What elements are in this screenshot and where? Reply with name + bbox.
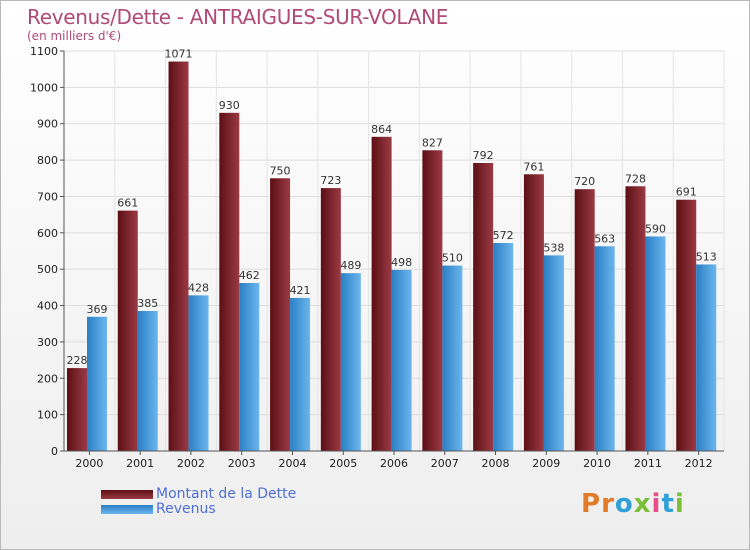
y-tick-label: 400 [37,300,58,313]
data-label: 498 [391,256,412,269]
data-label: 792 [473,149,494,162]
bar-revenus [645,236,666,451]
x-tick-label: 2009 [532,457,560,470]
y-tick-label: 900 [37,118,58,131]
bar-revenus [340,273,361,451]
data-label: 421 [290,284,311,297]
y-tick-label: 1100 [30,45,58,58]
axes-group: 0 100 200 300 400 500 600 700 800 900 1000 1100 2000… [30,45,724,470]
y-tick-label: 800 [37,154,58,167]
x-tick-label: 2003 [228,457,256,470]
chart-title: Revenus/Dette - ANTRAIGUES-SUR-VOLANE [27,5,449,29]
data-label: 728 [625,172,646,185]
legend-swatch-dette [101,490,153,499]
data-label: 489 [340,259,361,272]
bar-revenus [87,316,107,451]
bar-dette [422,150,443,452]
x-tick-label: 2012 [685,457,713,470]
chart-subtitle: (en milliers d'€) [27,29,122,43]
x-tick-label: 2005 [329,457,357,470]
y-tick-label: 600 [37,227,58,240]
proxiti-logo: Proxiti [581,489,685,519]
data-label: 228 [67,354,88,367]
y-tick-label: 200 [37,372,58,385]
data-label: 510 [442,252,463,265]
x-tick-label: 2000 [75,457,103,470]
bar-dette [625,186,646,452]
bar-revenus [696,264,717,451]
data-label: 723 [320,174,341,187]
data-label: 864 [371,123,392,136]
data-label: 750 [270,164,291,177]
x-tick-label: 2002 [177,457,205,470]
bar-revenus [543,255,564,451]
x-tick-label: 2006 [380,457,408,470]
data-label: 538 [543,241,564,254]
x-tick-label: 2001 [126,457,154,470]
bar-revenus [594,246,615,451]
data-label: 590 [645,222,666,235]
bars-group: 228 369 661 385 1071 428 930 462 750 421 723 489 864… [67,48,717,452]
bar-dette [676,199,697,451]
data-label: 369 [87,303,108,316]
data-label: 720 [574,175,595,188]
bar-dette [574,189,595,451]
bar-revenus [239,283,260,451]
bar-dette [320,188,341,451]
data-label: 827 [422,136,443,149]
bar-dette [523,174,544,452]
data-label: 1071 [165,48,193,61]
bar-revenus [188,295,209,451]
bar-revenus [493,243,514,451]
x-tick-label: 2011 [634,457,662,470]
legend-label-dette: Montant de la Dette [156,486,297,502]
x-tick-label: 2010 [583,457,611,470]
data-label: 691 [676,186,697,199]
y-tick-label: 500 [37,263,58,276]
bar-revenus [290,297,311,451]
y-tick-label: 0 [51,445,58,458]
data-label: 930 [219,99,240,112]
data-label: 572 [493,229,514,242]
bar-revenus [442,265,463,451]
y-tick-label: 300 [37,336,58,349]
bar-dette [219,112,240,452]
bar-dette [67,368,87,451]
bar-dette [168,61,189,451]
data-label: 661 [117,197,138,210]
data-label: 385 [137,297,158,310]
bar-dette [117,210,138,451]
bar-dette [270,178,291,452]
data-label: 761 [523,160,544,173]
bar-revenus [391,269,412,451]
x-tick-label: 2007 [431,457,459,470]
data-label: 563 [594,232,615,245]
y-tick-label: 100 [37,409,58,422]
bar-dette [473,163,494,451]
data-label: 428 [188,281,209,294]
x-tick-label: 2004 [278,457,306,470]
legend-swatch-revenus [101,505,153,514]
x-tick-label: 2008 [482,457,510,470]
data-label: 462 [239,269,260,282]
bar-revenus [137,311,158,451]
legend-label-revenus: Revenus [156,501,216,517]
y-tick-label: 1000 [30,81,58,94]
data-label: 513 [696,250,717,263]
bar-dette [371,136,392,451]
y-tick-label: 700 [37,190,58,203]
